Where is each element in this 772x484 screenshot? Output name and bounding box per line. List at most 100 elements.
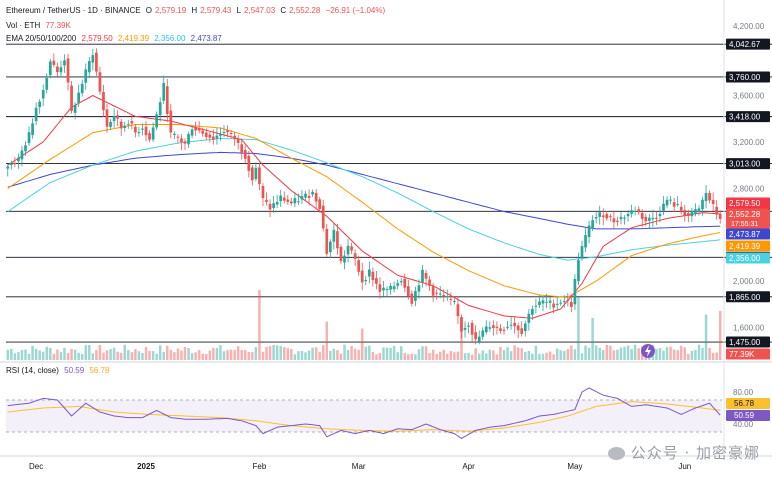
candle-body	[268, 203, 272, 210]
ema-label[interactable]: EMA 20/50/100/200	[6, 34, 77, 43]
volume-bar	[449, 350, 453, 360]
candle-body	[6, 166, 10, 169]
close-label: C	[280, 6, 287, 15]
price-badge-label: 2,473.87	[729, 230, 761, 239]
volume-bar	[438, 351, 442, 360]
candle-body	[126, 124, 130, 126]
candle-body	[183, 141, 187, 144]
candle-body	[52, 60, 56, 65]
volume-bar	[658, 348, 662, 360]
candle-body	[137, 132, 141, 134]
candle-body	[169, 110, 173, 133]
volume-bar	[524, 351, 527, 360]
candle-body	[481, 330, 485, 337]
candle-body	[616, 220, 619, 223]
candle-body	[594, 217, 598, 219]
volume-bar	[27, 353, 31, 360]
candle-body	[215, 135, 219, 139]
volume-bar	[10, 348, 13, 360]
candle-body	[421, 269, 424, 283]
volume-bar	[520, 348, 523, 360]
volume-bar	[662, 350, 665, 360]
candle-body	[538, 301, 541, 306]
candle-body	[289, 201, 293, 204]
rsi-ma-value: 56.78	[89, 366, 110, 375]
volume-bar	[421, 346, 424, 360]
candle-body	[59, 67, 63, 73]
volume-bar	[17, 352, 20, 360]
volume-bar	[41, 351, 45, 360]
rsi-label[interactable]: RSI (14, close)	[6, 366, 59, 375]
volume-bar	[20, 350, 24, 360]
volume-bar	[144, 346, 148, 360]
volume-bar	[701, 347, 704, 360]
candle-body	[520, 328, 524, 334]
candle-body	[38, 101, 42, 108]
candle-body	[109, 121, 112, 127]
volume-bar	[134, 349, 137, 360]
rsi-ma-badge-label: 56.78	[734, 399, 755, 408]
volume-bar	[424, 346, 428, 360]
volume-bar	[88, 344, 91, 360]
volume-bar	[49, 347, 52, 360]
volume-bar	[353, 348, 357, 360]
volume-bar	[70, 348, 73, 360]
candle-body	[286, 199, 290, 202]
candle-body	[715, 206, 719, 215]
time-axis-label: May	[567, 462, 582, 471]
volume-bar	[467, 352, 470, 360]
volume-bar	[446, 353, 449, 360]
low-label: L	[236, 6, 242, 15]
volume-bar	[485, 353, 488, 360]
candle-body	[424, 273, 428, 279]
volume-bar	[346, 349, 350, 360]
candle-body	[449, 298, 453, 300]
candle-body	[562, 301, 566, 303]
volume-bar	[127, 350, 130, 360]
ema200-value: 2,473.87	[190, 34, 222, 43]
candle-body	[105, 109, 109, 127]
volume-bar	[672, 349, 676, 360]
volume-bar	[314, 347, 318, 360]
ema20-line	[7, 94, 721, 319]
volume-bar	[687, 353, 690, 360]
candle-body	[708, 192, 711, 201]
candle-body	[392, 286, 396, 290]
candle-body	[328, 241, 332, 253]
volume-bar	[403, 352, 407, 360]
volume-bar	[573, 349, 577, 360]
volume-bar	[516, 347, 520, 360]
volume-bar	[655, 349, 658, 360]
symbol-title[interactable]: Ethereum / TetherUS · 1D · BINANCE	[6, 6, 141, 15]
volume-bar	[251, 352, 254, 360]
volume-bar	[336, 350, 339, 360]
candle-body	[265, 199, 268, 202]
candle-body	[98, 72, 102, 92]
candle-body	[644, 216, 648, 222]
volume-bar	[350, 345, 353, 360]
volume-bar	[162, 352, 165, 360]
volume-bar	[148, 351, 151, 360]
candle-body	[488, 327, 492, 329]
volume-bar	[265, 346, 268, 360]
candle-body	[219, 134, 222, 136]
volume-bar	[477, 353, 481, 360]
price-badge	[726, 252, 770, 264]
ema-legend: EMA 20/50/100/200 2,579.50 2,419.39 2,35…	[6, 34, 225, 43]
volume-bar	[612, 350, 616, 360]
candle-body	[534, 305, 538, 307]
candle-body	[499, 328, 502, 331]
volume-bar	[311, 347, 314, 360]
candle-body	[84, 69, 88, 83]
candle-body	[80, 83, 84, 94]
price-badge-label: 2,356.00	[729, 254, 761, 263]
volume-bar	[84, 345, 87, 360]
volume-bar	[428, 353, 431, 360]
volume-bar	[34, 348, 38, 360]
volume-bar	[52, 353, 56, 360]
candle-body	[665, 199, 669, 206]
volume-bar	[626, 345, 630, 360]
candle-body	[403, 278, 407, 288]
volume-label[interactable]: Vol · ETH	[6, 21, 41, 30]
